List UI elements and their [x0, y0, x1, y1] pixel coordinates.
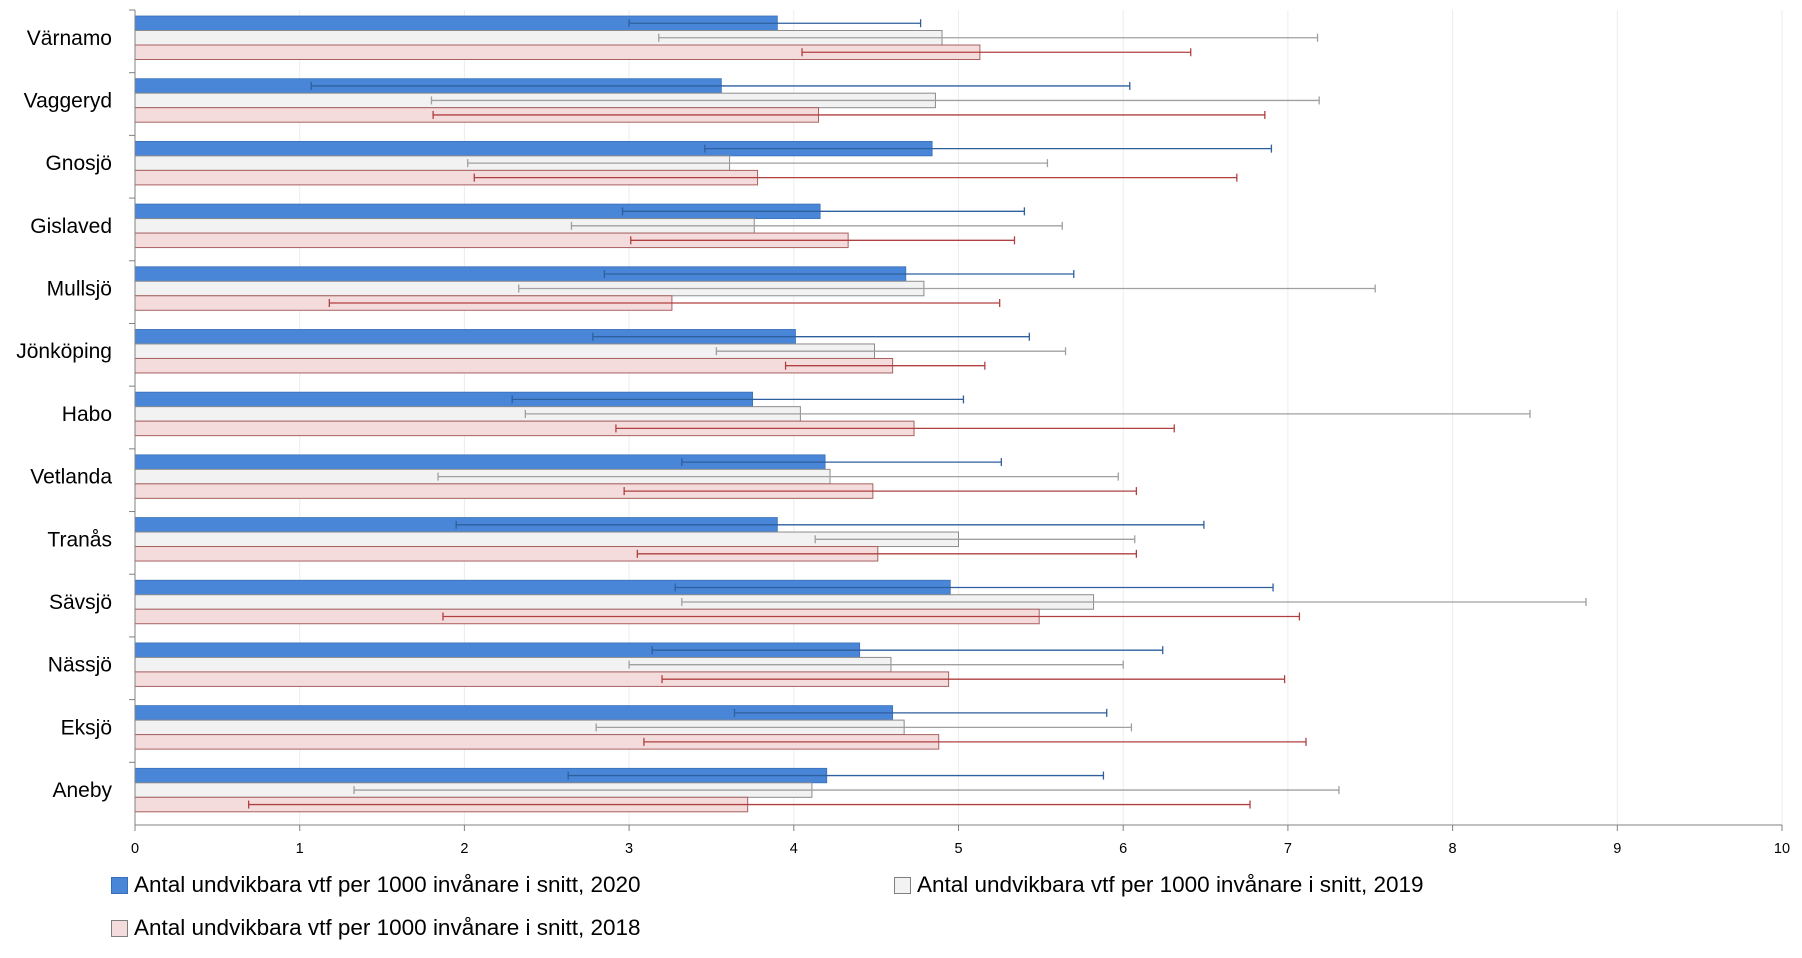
- category-label-5: Jönköping: [16, 340, 112, 363]
- x-tick-label-10: 10: [1774, 841, 1790, 857]
- bar-s2-c5: [134, 357, 894, 374]
- category-label-12: Aneby: [52, 779, 112, 802]
- category-label-0: Värnamo: [27, 27, 112, 50]
- category-label-7: Vetlanda: [30, 466, 112, 489]
- category-label-6: Habo: [62, 403, 112, 426]
- x-tick-label-9: 9: [1613, 841, 1621, 857]
- category-label-1: Vaggeryd: [24, 89, 112, 112]
- x-tick-label-7: 7: [1284, 841, 1292, 857]
- category-label-11: Eksjö: [61, 716, 112, 739]
- x-tick-label-1: 1: [296, 841, 304, 857]
- category-label-8: Tranås: [47, 528, 112, 551]
- category-label-3: Gislaved: [30, 215, 112, 238]
- category-label-2: Gnosjö: [45, 152, 112, 175]
- x-tick-label-5: 5: [954, 841, 962, 857]
- error-bars: [247, 19, 1587, 809]
- x-tick-label-6: 6: [1119, 841, 1127, 857]
- axes: 0 1 2 3 4 5 6 7 8 9 10: [129, 9, 1790, 857]
- x-tick-label-4: 4: [790, 841, 798, 857]
- x-tick-label-8: 8: [1449, 841, 1457, 857]
- category-labels: Värnamo Vaggeryd Gnosjö Gislaved Mullsjö Jönk…: [16, 27, 112, 802]
- category-label-10: Nässjö: [48, 654, 112, 677]
- x-tick-label-3: 3: [625, 841, 633, 857]
- x-tick-label-0: 0: [131, 841, 139, 857]
- category-label-4: Mullsjö: [47, 278, 112, 301]
- bars: [134, 15, 1095, 813]
- x-tick-label-2: 2: [460, 841, 468, 857]
- category-label-9: Sävsjö: [49, 591, 112, 614]
